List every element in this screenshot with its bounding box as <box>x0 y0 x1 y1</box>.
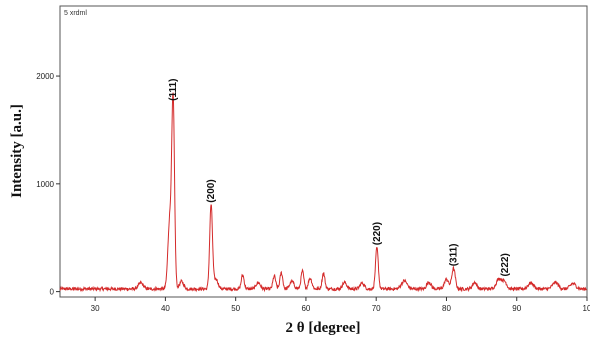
xrd-series-line <box>59 92 588 293</box>
peak-labels: (111) (200) (220) (311) (222) <box>168 79 511 277</box>
sample-label: 5 xrdml <box>64 10 87 17</box>
x-tick-label: 70 <box>372 304 381 313</box>
y-tick-label: 1000 <box>36 180 54 189</box>
x-tick-label: 30 <box>91 304 100 313</box>
plot-frame <box>59 5 588 298</box>
y-tick-label: 0 <box>50 288 55 297</box>
peak-label: (200) <box>206 179 217 202</box>
peak-label: (111) <box>168 79 179 101</box>
series-group <box>59 92 588 293</box>
x-tick-label: 60 <box>301 304 310 313</box>
x-tick-label: 80 <box>442 304 451 313</box>
peak-label: (222) <box>500 253 511 276</box>
x-tick-label: 50 <box>231 304 240 313</box>
y-axis-title: Intensity [a.u.] <box>9 104 25 198</box>
x-tick-label: 10 <box>583 304 590 313</box>
x-tick-label: 90 <box>512 304 521 313</box>
x-tick-label: 40 <box>161 304 170 313</box>
peak-label: (220) <box>372 222 383 245</box>
peak-label: (311) <box>448 243 459 266</box>
y-tick-label: 2000 <box>36 72 54 81</box>
x-axis-title: 2 θ [degree] <box>285 320 360 336</box>
